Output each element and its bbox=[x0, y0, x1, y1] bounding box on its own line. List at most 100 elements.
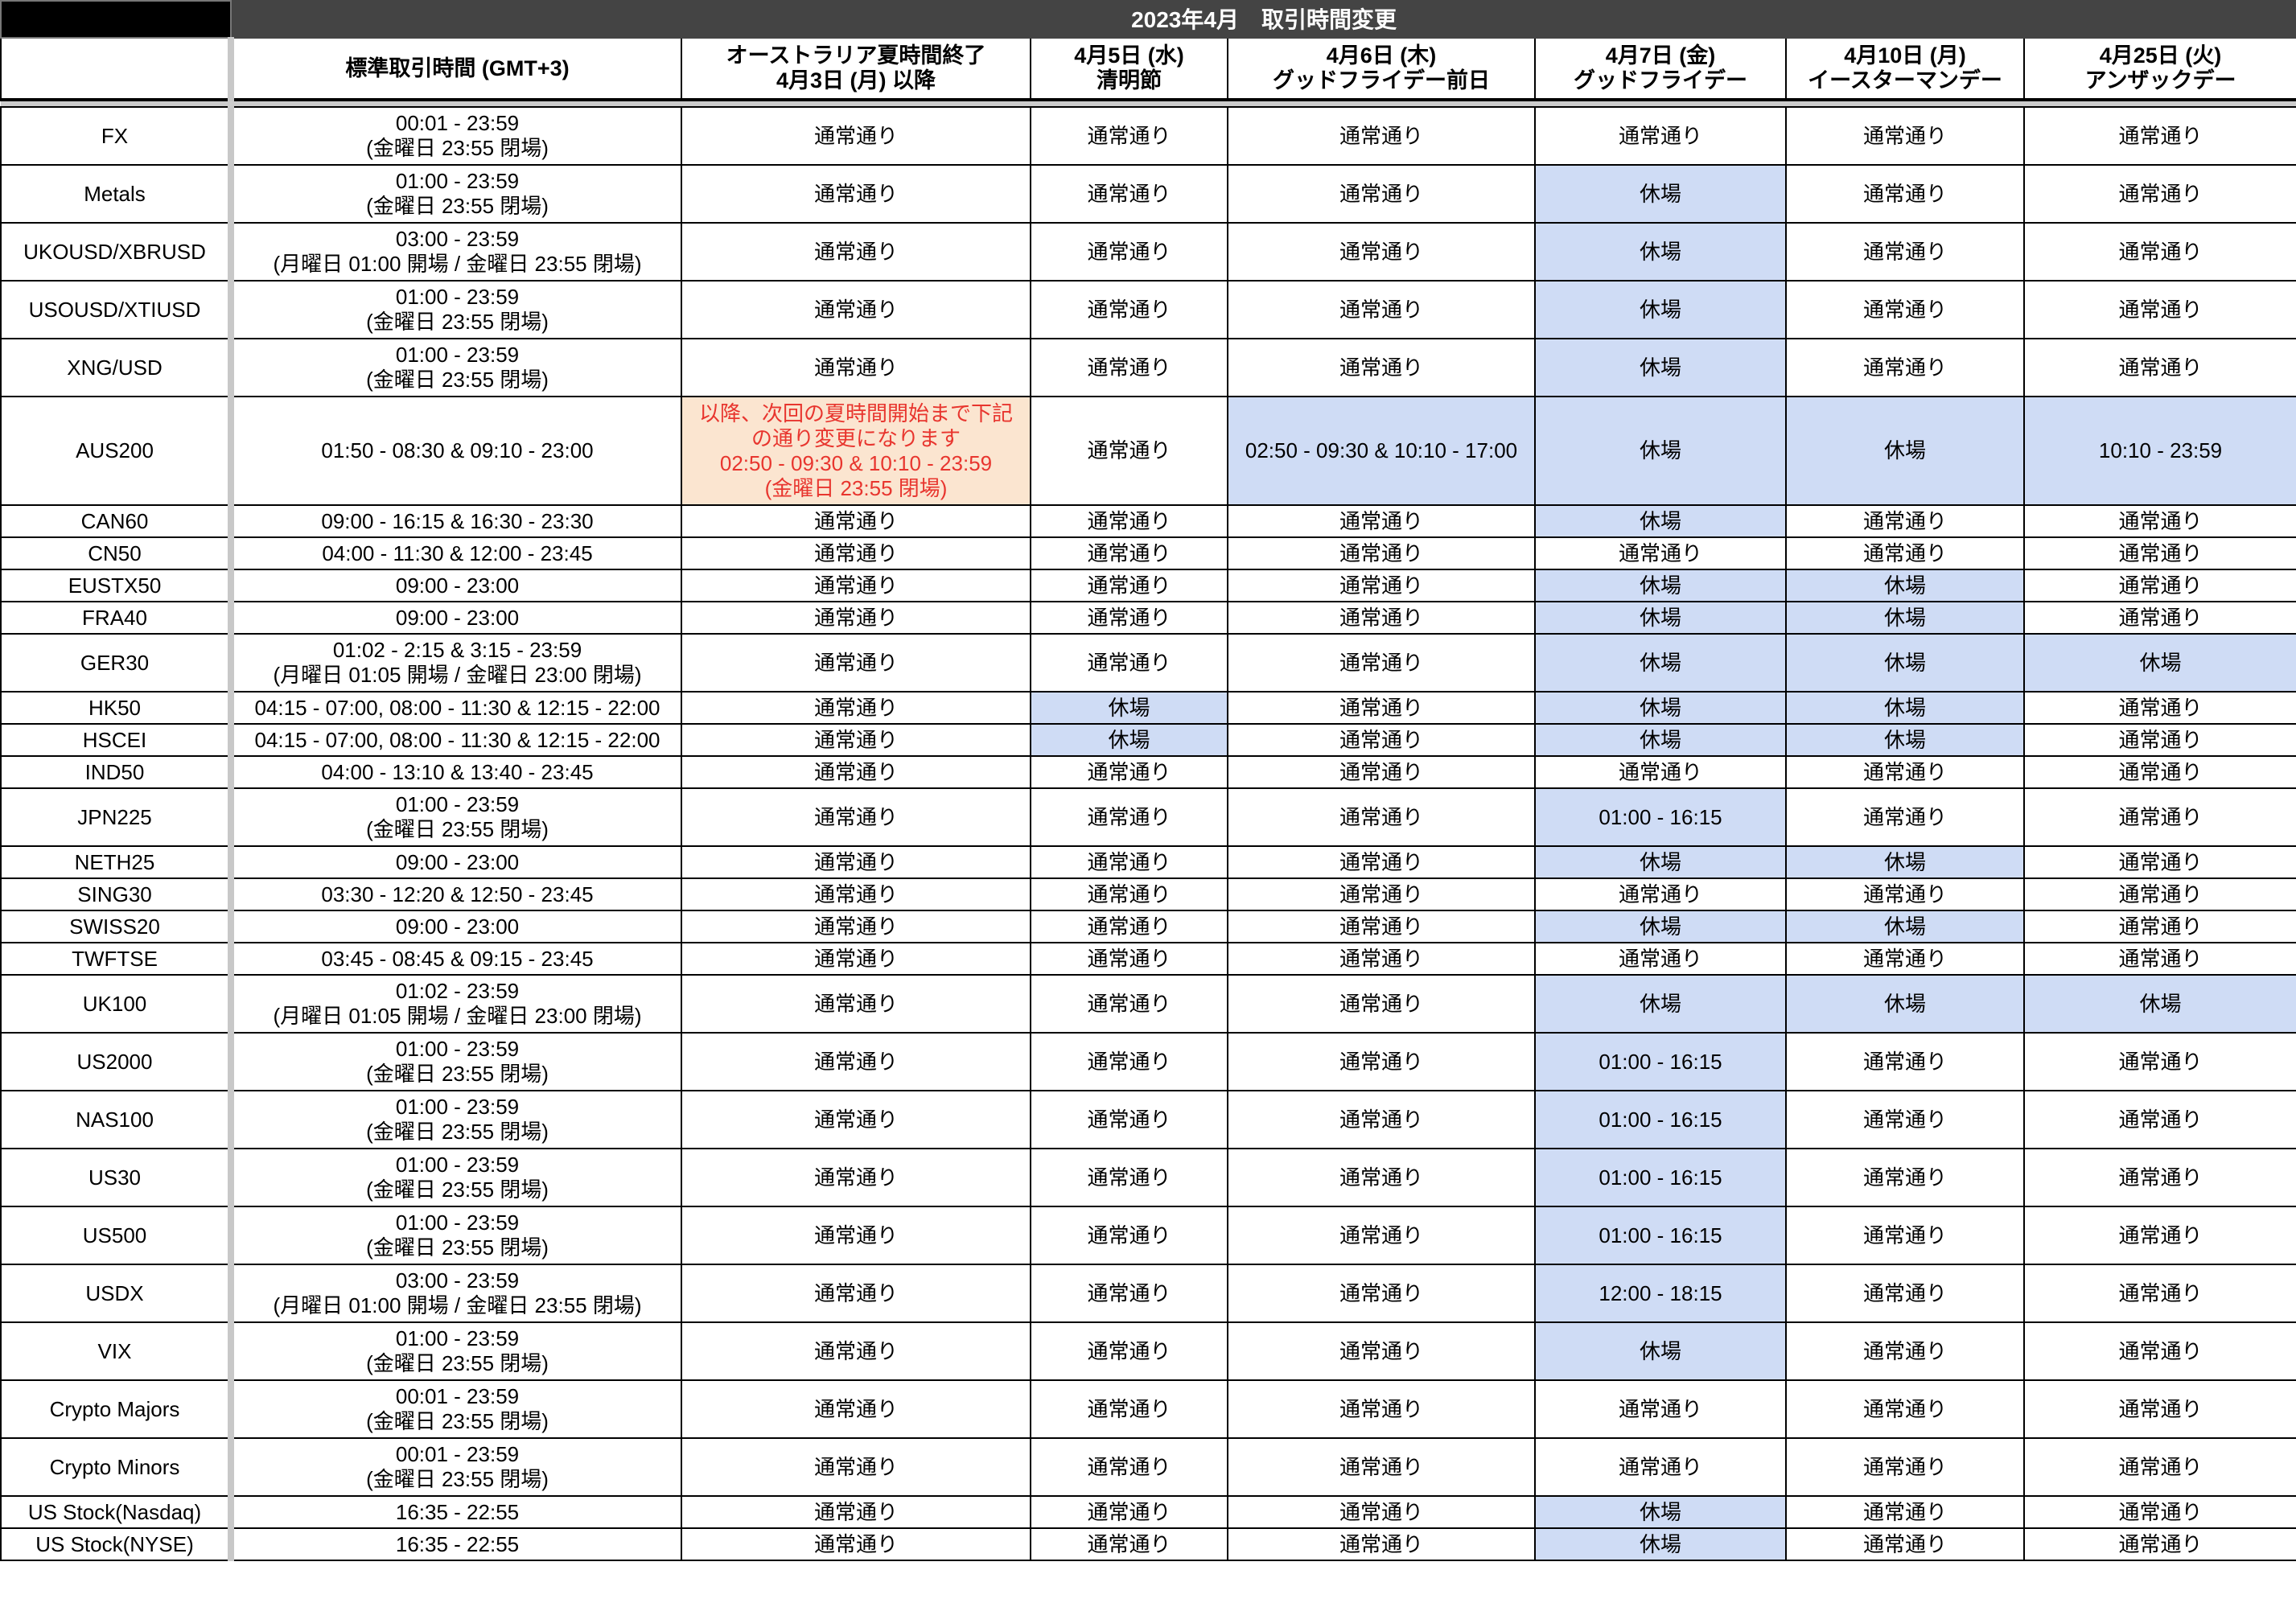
standard-hours: 03:00 - 23:59 (月曜日 01:00 開場 / 金曜日 23:55 … bbox=[230, 1264, 682, 1323]
schedule-cell: 通常通り bbox=[681, 1264, 1031, 1323]
standard-hours: 09:00 - 23:00 bbox=[230, 601, 682, 635]
title-row: 2023年4月 取引時間変更 bbox=[0, 0, 2296, 39]
schedule-cell: 通常通り bbox=[1030, 1148, 1228, 1207]
schedule-cell-changed: 休場 bbox=[2022, 974, 2296, 1034]
schedule-cell-changed: 休場 bbox=[1534, 222, 1787, 282]
table-row: SWISS20 09:00 - 23:00 通常通り 通常通り 通常通り 休場 休場 通常通り bbox=[0, 910, 2296, 943]
schedule-cell: 通常通り bbox=[1030, 601, 1228, 635]
header-gap bbox=[1, 100, 2296, 107]
schedule-cell: 通常通り bbox=[1227, 691, 1536, 725]
table-row: Metals 01:00 - 23:59 (金曜日 23:55 閉場) 通常通り 通常… bbox=[0, 164, 2296, 224]
schedule-cell: 通常通り bbox=[1785, 1495, 2025, 1529]
schedule-cell: 通常通り bbox=[2022, 942, 2296, 976]
instrument-name: NAS100 bbox=[0, 1090, 234, 1149]
table-row: FX 00:01 - 23:59 (金曜日 23:55 閉場) 通常通り 通常通り 通常… bbox=[0, 106, 2296, 166]
schedule-cell-changed: 休場 bbox=[1785, 974, 2025, 1034]
schedule-cell: 通常通り bbox=[1030, 845, 1228, 879]
standard-hours: 09:00 - 23:00 bbox=[230, 845, 682, 879]
table-row: GER30 01:02 - 2:15 & 3:15 - 23:59 (月曜日 01… bbox=[0, 633, 2296, 693]
schedule-cell: 通常通り bbox=[1227, 569, 1536, 602]
schedule-cell: 通常通り bbox=[1227, 338, 1536, 397]
schedule-cell: 通常通り bbox=[1534, 877, 1787, 911]
column-header: 4月5日 (水) 清明節 bbox=[1030, 37, 1228, 101]
schedule-cell: 通常通り bbox=[681, 222, 1031, 282]
schedule-cell: 通常通り bbox=[1534, 1437, 1787, 1497]
schedule-cell: 通常通り bbox=[2022, 787, 2296, 847]
table-row: HK50 04:15 - 07:00, 08:00 - 11:30 & 12:15… bbox=[0, 691, 2296, 725]
schedule-cell: 通常通り bbox=[1785, 755, 2025, 789]
schedule-cell: 通常通り bbox=[681, 1148, 1031, 1207]
schedule-cell: 通常通り bbox=[1227, 1032, 1536, 1091]
standard-hours: 00:01 - 23:59 (金曜日 23:55 閉場) bbox=[230, 106, 682, 166]
table-row: US500 01:00 - 23:59 (金曜日 23:55 閉場) 通常通り 通常通… bbox=[0, 1206, 2296, 1265]
schedule-cell-changed: 休場 bbox=[1534, 338, 1787, 397]
column-header: 4月10日 (月) イースターマンデー bbox=[1785, 37, 2025, 101]
standard-hours: 00:01 - 23:59 (金曜日 23:55 閉場) bbox=[230, 1437, 682, 1497]
schedule-cell: 通常通り bbox=[1030, 569, 1228, 602]
schedule-cell: 通常通り bbox=[2022, 1379, 2296, 1439]
schedule-cell: 通常通り bbox=[1785, 1321, 2025, 1381]
schedule-cell: 通常通り bbox=[1227, 1321, 1536, 1381]
schedule-cell: 通常通り bbox=[2022, 723, 2296, 757]
schedule-cell: 通常通り bbox=[1030, 1495, 1228, 1529]
table-title: 2023年4月 取引時間変更 bbox=[229, 0, 2296, 39]
table-row: US30 01:00 - 23:59 (金曜日 23:55 閉場) 通常通り 通常通り… bbox=[0, 1148, 2296, 1207]
schedule-cell: 通常通り bbox=[1030, 877, 1228, 911]
schedule-cell: 通常通り bbox=[1227, 910, 1536, 943]
schedule-cell: 通常通り bbox=[1227, 845, 1536, 879]
schedule-cell: 通常通り bbox=[1785, 536, 2025, 570]
schedule-cell-changed: 休場 bbox=[1534, 504, 1787, 538]
standard-hours: 16:35 - 22:55 bbox=[230, 1527, 682, 1561]
table-row: Crypto Minors 00:01 - 23:59 (金曜日 23:55 閉場… bbox=[0, 1437, 2296, 1497]
standard-hours: 16:35 - 22:55 bbox=[230, 1495, 682, 1529]
table-row: IND50 04:00 - 13:10 & 13:40 - 23:45 通常通り 通常… bbox=[0, 755, 2296, 789]
schedule-cell-changed: 01:00 - 16:15 bbox=[1534, 1148, 1787, 1207]
schedule-cell: 通常通り bbox=[1227, 877, 1536, 911]
schedule-cell: 通常通り bbox=[1227, 974, 1536, 1034]
schedule-cell: 通常通り bbox=[681, 845, 1031, 879]
table-row: AUS200 01:50 - 08:30 & 09:10 - 23:00 以降、次回… bbox=[0, 396, 2296, 506]
schedule-cell: 通常通り bbox=[1030, 1090, 1228, 1149]
instrument-name: US Stock(NYSE) bbox=[0, 1527, 234, 1561]
schedule-cell: 通常通り bbox=[2022, 601, 2296, 635]
schedule-cell-changed: 休場 bbox=[1534, 164, 1787, 224]
standard-hours: 04:15 - 07:00, 08:00 - 11:30 & 12:15 - 2… bbox=[230, 691, 682, 725]
standard-hours: 01:02 - 2:15 & 3:15 - 23:59 (月曜日 01:05 開… bbox=[230, 633, 682, 693]
table-row: FRA40 09:00 - 23:00 通常通り 通常通り 通常通り 休場 休場 通常通り bbox=[0, 601, 2296, 635]
schedule-cell: 通常通り bbox=[681, 755, 1031, 789]
column-header bbox=[0, 37, 234, 101]
instrument-name: HK50 bbox=[0, 691, 234, 725]
schedule-cell: 通常通り bbox=[2022, 1090, 2296, 1149]
schedule-cell: 通常通り bbox=[2022, 222, 2296, 282]
schedule-cell: 通常通り bbox=[1534, 1379, 1787, 1439]
schedule-cell: 通常通り bbox=[681, 536, 1031, 570]
schedule-cell: 通常通り bbox=[681, 1437, 1031, 1497]
table-row: NETH25 09:00 - 23:00 通常通り 通常通り 通常通り 休場 休場 通常通り bbox=[0, 845, 2296, 879]
schedule-cell: 通常通り bbox=[1227, 1264, 1536, 1323]
header-row: 標準取引時間 (GMT+3) オーストラリア夏時間終了 4月3日 (月) 以降 4月… bbox=[0, 37, 2296, 101]
schedule-cell: 通常通り bbox=[1030, 1379, 1228, 1439]
schedule-cell: 通常通り bbox=[681, 338, 1031, 397]
standard-hours: 09:00 - 23:00 bbox=[230, 569, 682, 602]
standard-hours: 04:15 - 07:00, 08:00 - 11:30 & 12:15 - 2… bbox=[230, 723, 682, 757]
table-row: US2000 01:00 - 23:59 (金曜日 23:55 閉場) 通常通り 通常… bbox=[0, 1032, 2296, 1091]
table-row: UK100 01:02 - 23:59 (月曜日 01:05 開場 / 金曜日 2… bbox=[0, 974, 2296, 1034]
schedule-cell-changed: 休場 bbox=[1785, 845, 2025, 879]
schedule-cell: 通常通り bbox=[681, 974, 1031, 1034]
schedule-cell: 通常通り bbox=[1030, 396, 1228, 506]
schedule-cell: 通常通り bbox=[1030, 280, 1228, 339]
table-row: NAS100 01:00 - 23:59 (金曜日 23:55 閉場) 通常通り 通常… bbox=[0, 1090, 2296, 1149]
schedule-cell: 通常通り bbox=[1030, 755, 1228, 789]
schedule-cell-changed: 休場 bbox=[1030, 691, 1228, 725]
schedule-cell-changed: 休場 bbox=[1534, 691, 1787, 725]
schedule-cell: 通常通り bbox=[1030, 1321, 1228, 1381]
schedule-cell-changed: 休場 bbox=[1534, 845, 1787, 879]
schedule-cell: 通常通り bbox=[2022, 1437, 2296, 1497]
schedule-cell: 通常通り bbox=[2022, 691, 2296, 725]
schedule-cell: 通常通り bbox=[681, 942, 1031, 976]
schedule-cell: 通常通り bbox=[1785, 1206, 2025, 1265]
schedule-cell: 通常通り bbox=[2022, 280, 2296, 339]
table-row: US Stock(NYSE) 16:35 - 22:55 通常通り 通常通り 通常通り休… bbox=[0, 1527, 2296, 1561]
instrument-name: JPN225 bbox=[0, 787, 234, 847]
schedule-cell: 通常通り bbox=[2022, 910, 2296, 943]
